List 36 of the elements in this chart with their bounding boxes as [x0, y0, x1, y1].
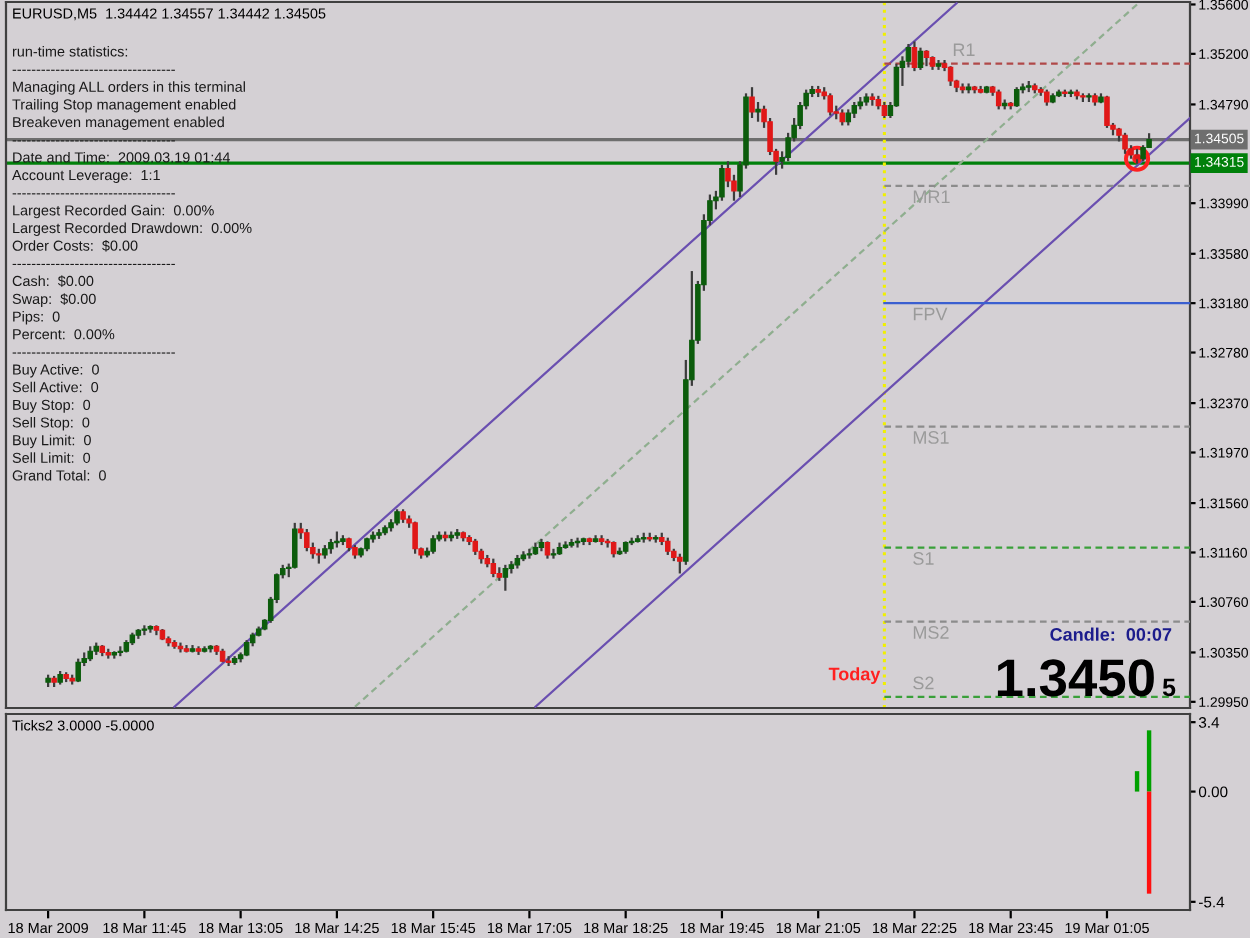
annotation: 5	[1162, 678, 1176, 697]
candlestick	[75, 657, 81, 684]
candlestick	[827, 92, 833, 117]
candlestick	[304, 527, 310, 553]
annotation: Candle: 00:07	[1050, 627, 1172, 641]
candlestick	[917, 46, 924, 71]
candlestick	[995, 88, 1002, 111]
candlestick	[430, 534, 436, 555]
candlestick	[225, 655, 232, 668]
candlestick	[677, 552, 683, 575]
bar	[1146, 791, 1152, 894]
series-label: R1	[953, 43, 975, 56]
candlestick	[749, 86, 755, 120]
candlestick	[719, 163, 725, 202]
series-label: S2	[913, 676, 934, 690]
series-label: MR1	[913, 190, 950, 203]
candlestick	[292, 521, 298, 570]
candlestick	[1013, 86, 1020, 109]
annotation: 1.3450	[997, 659, 1154, 697]
series-label: MS2	[913, 626, 949, 639]
candlestick	[550, 547, 557, 560]
series-label: FPV	[913, 307, 948, 321]
series-label: S1	[913, 552, 934, 565]
candlestick	[490, 557, 497, 579]
bar	[1146, 730, 1152, 792]
candlestick	[1122, 131, 1128, 155]
candlestick	[911, 40, 918, 73]
candlestick	[755, 100, 761, 123]
candlestick	[1104, 94, 1110, 130]
candlestick	[502, 563, 509, 592]
series-label: MS1	[913, 431, 949, 444]
candlestick	[526, 547, 533, 560]
candlestick	[947, 65, 954, 88]
candlestick	[412, 520, 418, 555]
ref-line-label: Today	[828, 667, 881, 684]
bar	[1134, 771, 1140, 792]
